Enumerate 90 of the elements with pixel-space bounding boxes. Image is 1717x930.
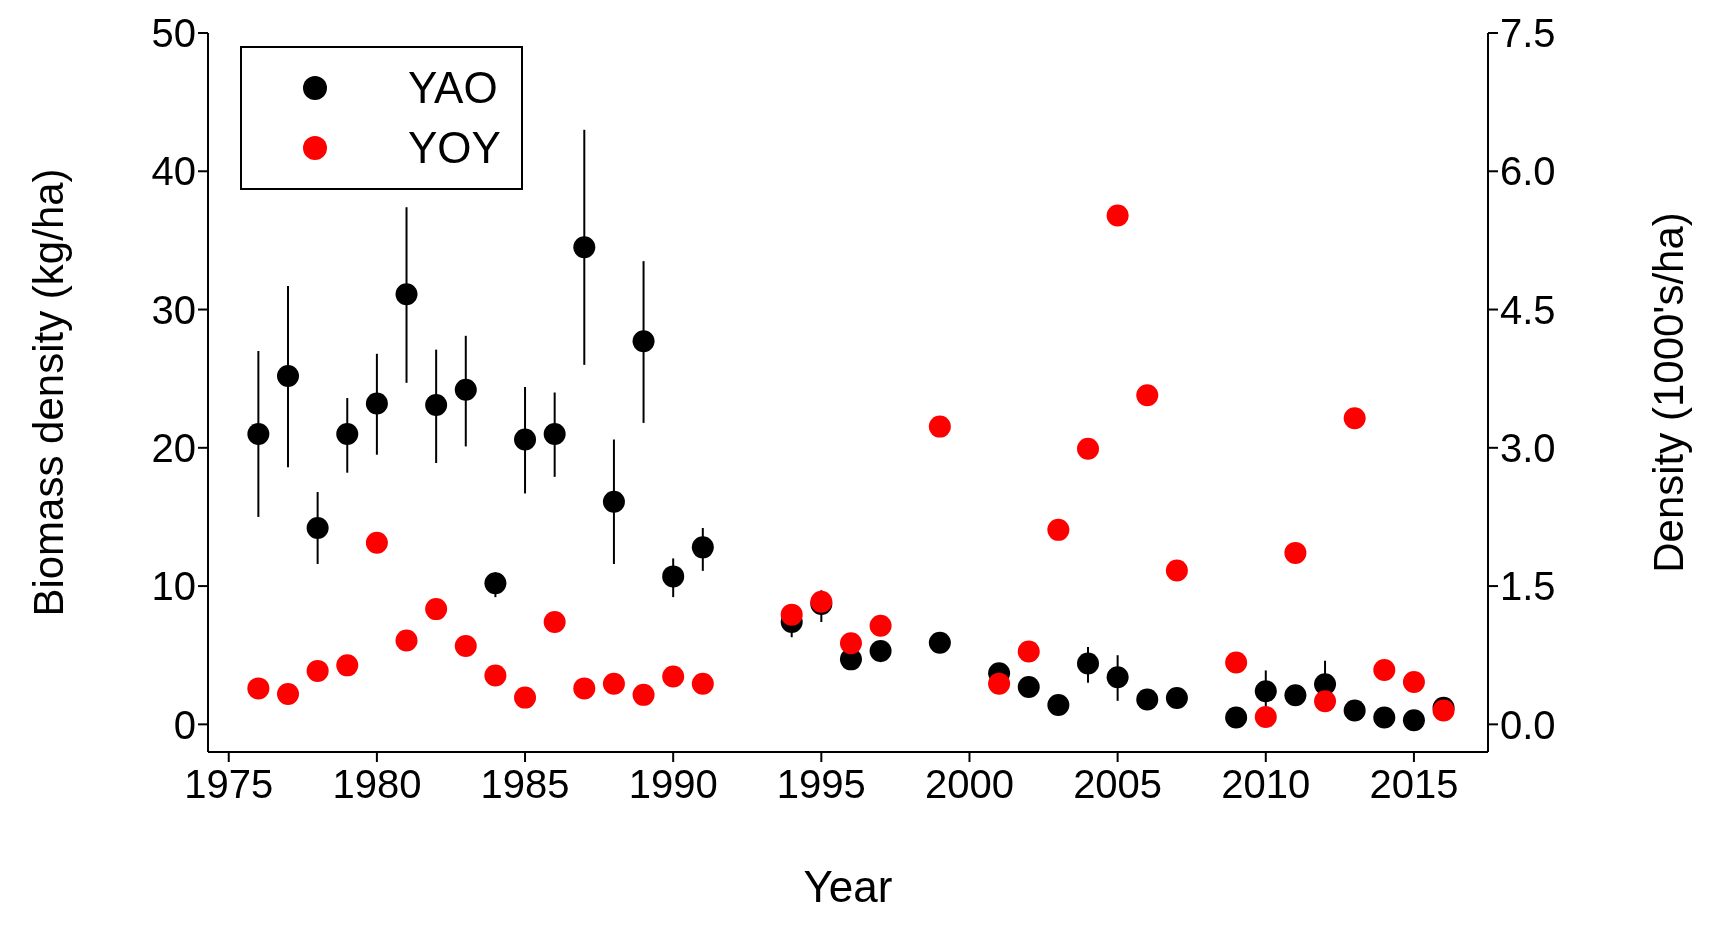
point bbox=[425, 393, 448, 416]
point bbox=[484, 572, 507, 595]
x-tick-label: 2005 bbox=[1073, 762, 1163, 807]
point bbox=[988, 672, 1011, 695]
point bbox=[1106, 666, 1129, 689]
y-axis-title: Biomass density (kg/ha) bbox=[24, 168, 72, 617]
point bbox=[1343, 699, 1366, 722]
y-tick-label: 10 bbox=[151, 564, 196, 609]
point bbox=[1136, 384, 1159, 407]
point bbox=[336, 422, 359, 445]
point bbox=[336, 654, 359, 677]
y2-tick-label: 1.5 bbox=[1500, 564, 1556, 609]
point bbox=[1254, 705, 1277, 728]
point bbox=[425, 598, 448, 621]
x-tick-label: 1980 bbox=[332, 762, 422, 807]
point bbox=[514, 686, 537, 709]
x-tick-label: 2015 bbox=[1369, 762, 1459, 807]
y-tick-label: 30 bbox=[151, 287, 196, 332]
point bbox=[1314, 690, 1337, 713]
point bbox=[484, 664, 507, 687]
point bbox=[602, 672, 625, 695]
point bbox=[1077, 437, 1099, 460]
y2-tick-label: 3.0 bbox=[1500, 426, 1556, 471]
point bbox=[1284, 684, 1307, 707]
point bbox=[395, 629, 418, 652]
point bbox=[1017, 676, 1040, 699]
point bbox=[1136, 688, 1159, 711]
point bbox=[1106, 204, 1129, 227]
point bbox=[247, 677, 270, 700]
point bbox=[602, 490, 625, 513]
point bbox=[632, 683, 655, 706]
point bbox=[1373, 658, 1396, 681]
point bbox=[1402, 709, 1425, 732]
x-tick-label: 1990 bbox=[628, 762, 718, 807]
y2-axis-title: Density (1000's/ha) bbox=[1644, 212, 1692, 573]
y-tick-label: 20 bbox=[151, 426, 196, 471]
point bbox=[928, 415, 951, 438]
point bbox=[780, 603, 803, 626]
point bbox=[365, 392, 388, 415]
point bbox=[1402, 670, 1425, 693]
point bbox=[454, 378, 477, 401]
point bbox=[662, 665, 685, 688]
y2-tick-label: 4.5 bbox=[1500, 287, 1556, 332]
point bbox=[365, 531, 388, 554]
point bbox=[1254, 680, 1277, 703]
point bbox=[1165, 559, 1188, 582]
point bbox=[869, 614, 892, 637]
point bbox=[1343, 407, 1366, 430]
point bbox=[662, 565, 685, 588]
y2-tick-label: 6.0 bbox=[1500, 149, 1556, 194]
point bbox=[573, 677, 596, 700]
x-tick-label: 2010 bbox=[1221, 762, 1311, 807]
legend-label: YAO bbox=[408, 63, 498, 113]
y2-tick-label: 0.0 bbox=[1500, 702, 1556, 747]
point bbox=[454, 634, 477, 657]
point bbox=[306, 517, 329, 539]
point bbox=[1165, 687, 1188, 710]
y-tick-label: 0 bbox=[173, 702, 196, 747]
point bbox=[543, 422, 566, 445]
point bbox=[247, 422, 270, 445]
y-tick-label: 40 bbox=[151, 149, 196, 194]
point bbox=[869, 640, 892, 663]
point bbox=[1077, 652, 1099, 675]
y2-tick-label: 7.5 bbox=[1500, 11, 1556, 56]
point bbox=[514, 428, 537, 451]
point bbox=[1373, 706, 1396, 729]
point bbox=[1047, 693, 1070, 716]
point bbox=[1225, 706, 1248, 729]
point bbox=[839, 632, 862, 655]
point bbox=[691, 536, 714, 559]
point bbox=[1225, 651, 1248, 674]
x-tick-label: 2000 bbox=[924, 762, 1014, 807]
point bbox=[277, 364, 299, 387]
x-axis-title: Year bbox=[803, 862, 893, 911]
point bbox=[691, 672, 714, 695]
legend-label: YOY bbox=[408, 123, 501, 173]
point bbox=[1047, 518, 1070, 541]
point bbox=[306, 659, 329, 682]
point bbox=[632, 330, 655, 353]
point bbox=[1284, 541, 1307, 564]
point bbox=[573, 236, 596, 259]
y-tick-label: 50 bbox=[151, 11, 196, 56]
point bbox=[1017, 640, 1040, 663]
point bbox=[928, 631, 951, 654]
x-tick-label: 1975 bbox=[184, 762, 274, 807]
point bbox=[543, 611, 566, 634]
point bbox=[395, 283, 418, 306]
x-tick-label: 1995 bbox=[776, 762, 866, 807]
point bbox=[277, 682, 299, 705]
x-tick-label: 1985 bbox=[480, 762, 570, 807]
